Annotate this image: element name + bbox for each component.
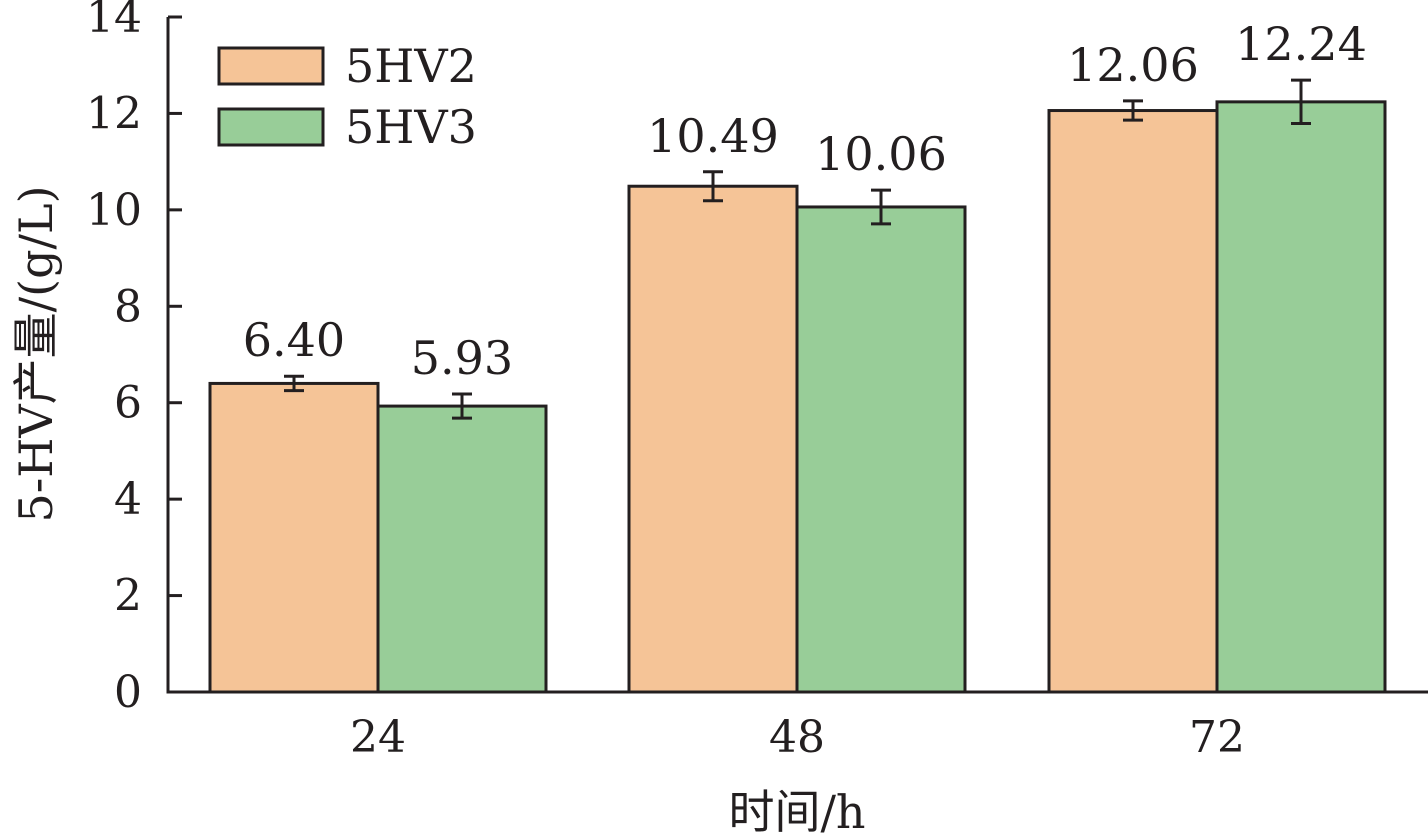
bar-5HV2-72 bbox=[1047, 109, 1219, 694]
y-tick-label-2: 2 bbox=[114, 571, 142, 622]
y-tick-label-0: 0 bbox=[114, 667, 142, 718]
error-bar-5HV2-48 bbox=[703, 170, 723, 203]
y-tick-label-14: 14 bbox=[86, 0, 142, 43]
error-bar-5HV3-24 bbox=[452, 392, 472, 420]
legend-label-5HV2: 5HV2 bbox=[345, 39, 477, 93]
error-bar-5HV3-48 bbox=[871, 188, 891, 226]
y-tick-label-10: 10 bbox=[86, 185, 142, 236]
data-label-5HV3-48: 10.06 bbox=[815, 127, 947, 181]
legend-swatch-5HV2 bbox=[217, 46, 325, 86]
legend-swatch-5HV3 bbox=[217, 107, 325, 147]
error-bar-5HV2-72 bbox=[1123, 99, 1143, 122]
data-labels-group: 6.40 10.49 12.06 5.93 10.06 12.24 bbox=[243, 17, 1367, 385]
bars-group bbox=[208, 100, 1387, 694]
y-axis-title: 5-HV产量/(g/L) bbox=[9, 185, 63, 522]
bar-5HV3-48 bbox=[795, 205, 967, 694]
error-bars-group bbox=[284, 78, 1311, 420]
bar-5HV2-48 bbox=[627, 184, 799, 694]
error-bar-5HV2-24 bbox=[284, 374, 304, 393]
legend: 5HV2 5HV3 bbox=[217, 39, 477, 154]
data-label-5HV3-24: 5.93 bbox=[411, 331, 513, 385]
y-tick-label-4: 4 bbox=[114, 474, 142, 525]
legend-label-5HV3: 5HV3 bbox=[345, 100, 477, 154]
y-tick-label-8: 8 bbox=[114, 281, 142, 332]
data-label-5HV2-72: 12.06 bbox=[1067, 38, 1199, 92]
y-tick-label-12: 12 bbox=[86, 88, 142, 139]
data-label-5HV2-24: 6.40 bbox=[243, 313, 345, 367]
x-tick-label-48: 48 bbox=[769, 712, 825, 763]
x-tick-label-72: 72 bbox=[1189, 712, 1245, 763]
y-ticks-group: 0 2 4 6 8 10 12 14 bbox=[86, 0, 182, 718]
x-ticks-group: 24 48 72 bbox=[350, 678, 1245, 763]
bar-5HV3-72 bbox=[1215, 100, 1387, 694]
x-axis-title: 时间/h bbox=[728, 785, 865, 837]
x-tick-label-24: 24 bbox=[350, 712, 406, 763]
bar-5HV2-24 bbox=[208, 381, 380, 694]
data-label-5HV2-48: 10.49 bbox=[647, 109, 779, 163]
y-tick-label-6: 6 bbox=[114, 378, 142, 429]
error-bar-5HV3-72 bbox=[1291, 78, 1311, 126]
data-label-5HV3-72: 12.24 bbox=[1235, 17, 1367, 71]
bar-5HV3-24 bbox=[376, 404, 548, 694]
